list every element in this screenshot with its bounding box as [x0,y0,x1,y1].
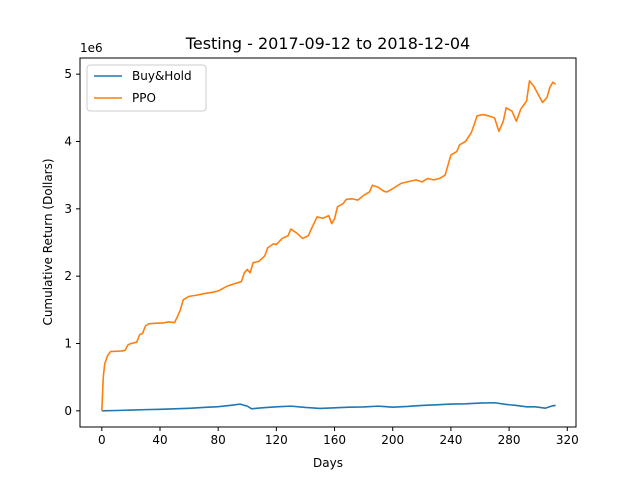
x-tick-label: 320 [556,433,579,447]
legend-label: PPO [132,91,156,105]
x-tick-label: 200 [381,433,404,447]
x-tick-label: 120 [265,433,288,447]
x-tick-label: 0 [98,433,106,447]
x-axis: 0 40 80 120 160 200 240 280 320 [98,427,579,447]
legend-label: Buy&Hold [132,69,192,83]
x-tick-label: 240 [439,433,462,447]
x-tick-label: 160 [323,433,346,447]
series-line-buy-hold [101,401,556,412]
x-tick-label: 80 [211,433,226,447]
y-offset-text: 1e6 [80,41,103,55]
plot-frame [79,57,577,428]
y-axis-label: Cumulative Return (Dollars) [41,158,55,325]
plot-area [79,57,577,428]
y-tick-label: 1 [64,337,72,351]
y-tick-label: 5 [64,67,72,81]
x-tick-label: 280 [498,433,521,447]
y-tick-label: 3 [64,202,72,216]
y-tick-label: 4 [64,134,72,148]
y-tick-label: 0 [64,404,72,418]
x-axis-label: Days [313,456,343,470]
x-tick-label: 40 [152,433,167,447]
chart-title: Testing - 2017-09-12 to 2018-12-04 [185,34,470,53]
legend: Buy&Hold PPO [86,64,207,112]
y-tick-label: 2 [64,269,72,283]
y-axis: 0 1 2 3 4 5 [64,67,80,418]
plot-background [80,58,576,427]
series-line-ppo [101,80,557,411]
